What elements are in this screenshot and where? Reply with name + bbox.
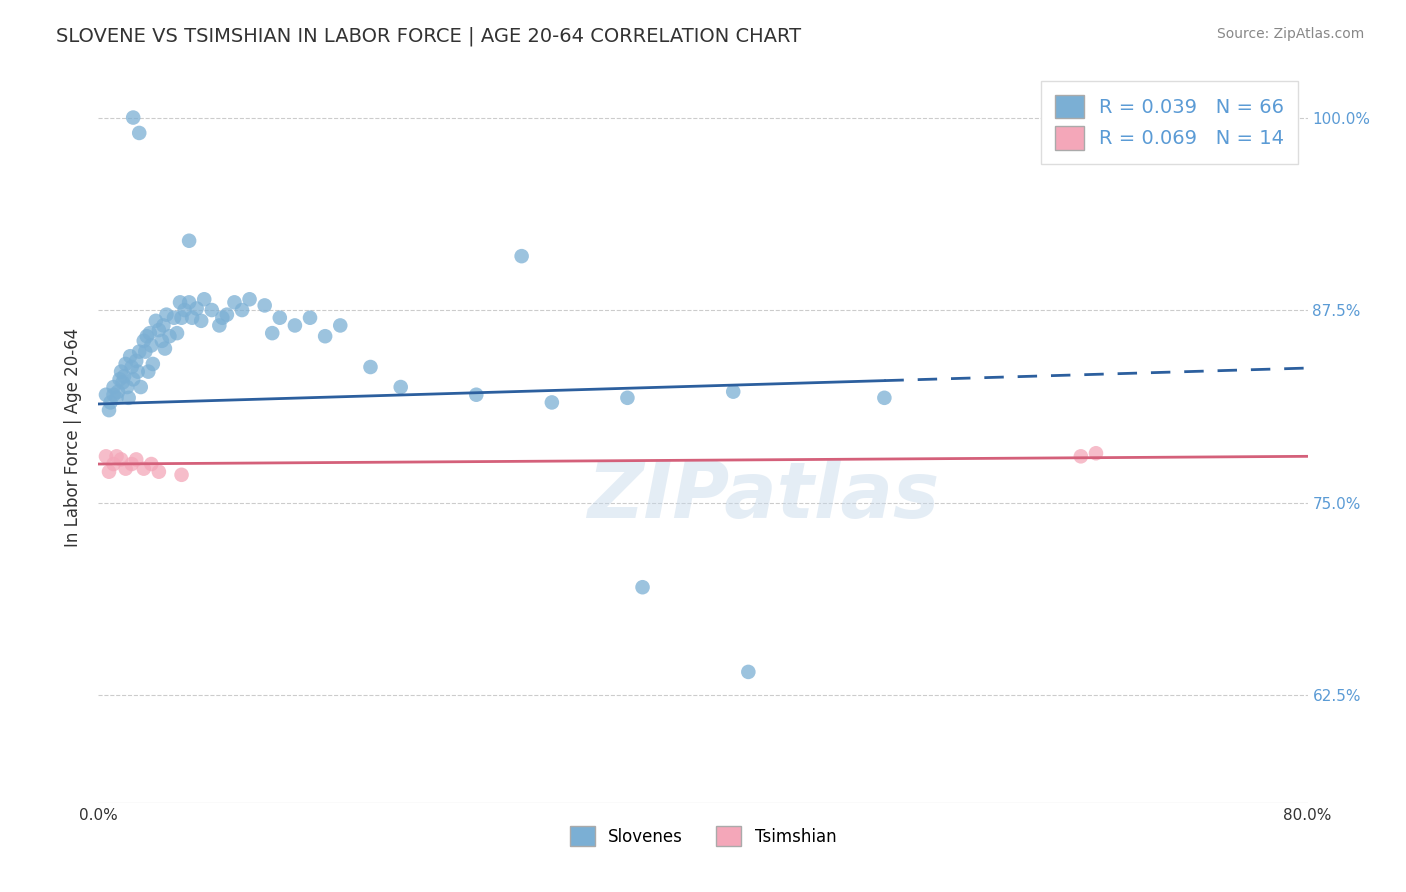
Point <box>107 384 129 399</box>
Point <box>141 338 163 352</box>
Point <box>135 329 157 343</box>
Point <box>166 326 188 340</box>
Point <box>253 298 276 312</box>
Point <box>231 303 253 318</box>
Point <box>128 126 150 140</box>
Point <box>1085 446 1108 460</box>
Point <box>723 384 745 399</box>
Point <box>465 388 488 402</box>
Point <box>94 450 117 464</box>
Point <box>155 308 177 322</box>
Point <box>127 365 149 379</box>
Text: ZIPatlas: ZIPatlas <box>588 458 939 533</box>
Point <box>181 310 204 325</box>
Point <box>105 391 128 405</box>
Point <box>142 357 165 371</box>
Point <box>139 326 162 340</box>
Point <box>115 380 138 394</box>
Point <box>224 295 246 310</box>
Point <box>103 380 125 394</box>
Point <box>389 380 412 394</box>
Point <box>360 359 382 374</box>
Point <box>215 308 238 322</box>
Point <box>103 388 125 402</box>
Point <box>98 403 121 417</box>
Point <box>193 292 215 306</box>
Point <box>314 329 336 343</box>
Point <box>103 457 125 471</box>
Point <box>1070 450 1092 464</box>
Point <box>148 465 170 479</box>
Point <box>269 310 291 325</box>
Point <box>284 318 307 333</box>
Point <box>179 295 201 310</box>
Point <box>159 329 181 343</box>
Point <box>125 354 148 368</box>
Point <box>179 234 201 248</box>
Point <box>136 365 159 379</box>
Point <box>152 318 174 333</box>
Point <box>121 359 143 374</box>
Point <box>153 342 176 356</box>
Point <box>186 301 208 316</box>
Point <box>510 249 533 263</box>
Point <box>211 310 233 325</box>
Point <box>169 295 191 310</box>
Point <box>163 310 186 325</box>
Point <box>120 349 142 363</box>
Point <box>148 323 170 337</box>
Point <box>208 318 231 333</box>
Legend: Slovenes, Tsimshian: Slovenes, Tsimshian <box>562 820 844 853</box>
Point <box>114 461 136 475</box>
Point <box>132 461 155 475</box>
Text: Source: ZipAtlas.com: Source: ZipAtlas.com <box>1216 27 1364 41</box>
Point <box>118 391 141 405</box>
Point <box>540 395 562 409</box>
Point <box>170 310 193 325</box>
Point <box>190 314 212 328</box>
Point <box>150 334 173 348</box>
Point <box>121 457 143 471</box>
Point <box>110 452 132 467</box>
Point <box>262 326 284 340</box>
Point <box>201 303 224 318</box>
Point <box>141 457 163 471</box>
Point <box>98 465 121 479</box>
Text: SLOVENE VS TSIMSHIAN IN LABOR FORCE | AGE 20-64 CORRELATION CHART: SLOVENE VS TSIMSHIAN IN LABOR FORCE | AG… <box>56 27 801 46</box>
Point <box>112 369 135 384</box>
Point <box>737 665 759 679</box>
Point <box>299 310 322 325</box>
Point <box>105 450 128 464</box>
Point <box>134 344 156 359</box>
Point <box>114 357 136 371</box>
Point <box>329 318 352 333</box>
Point <box>616 391 638 405</box>
Point <box>122 372 145 386</box>
Point <box>631 580 654 594</box>
Point <box>129 380 152 394</box>
Y-axis label: In Labor Force | Age 20-64: In Labor Force | Age 20-64 <box>65 327 83 547</box>
Point <box>873 391 896 405</box>
Point <box>132 334 155 348</box>
Point <box>128 344 150 359</box>
Point <box>111 376 134 390</box>
Point <box>145 314 167 328</box>
Point <box>125 452 148 467</box>
Point <box>110 365 132 379</box>
Point <box>108 372 131 386</box>
Point <box>239 292 262 306</box>
Point <box>170 467 193 482</box>
Point <box>122 111 145 125</box>
Point <box>173 303 195 318</box>
Point <box>100 395 122 409</box>
Point <box>94 388 117 402</box>
